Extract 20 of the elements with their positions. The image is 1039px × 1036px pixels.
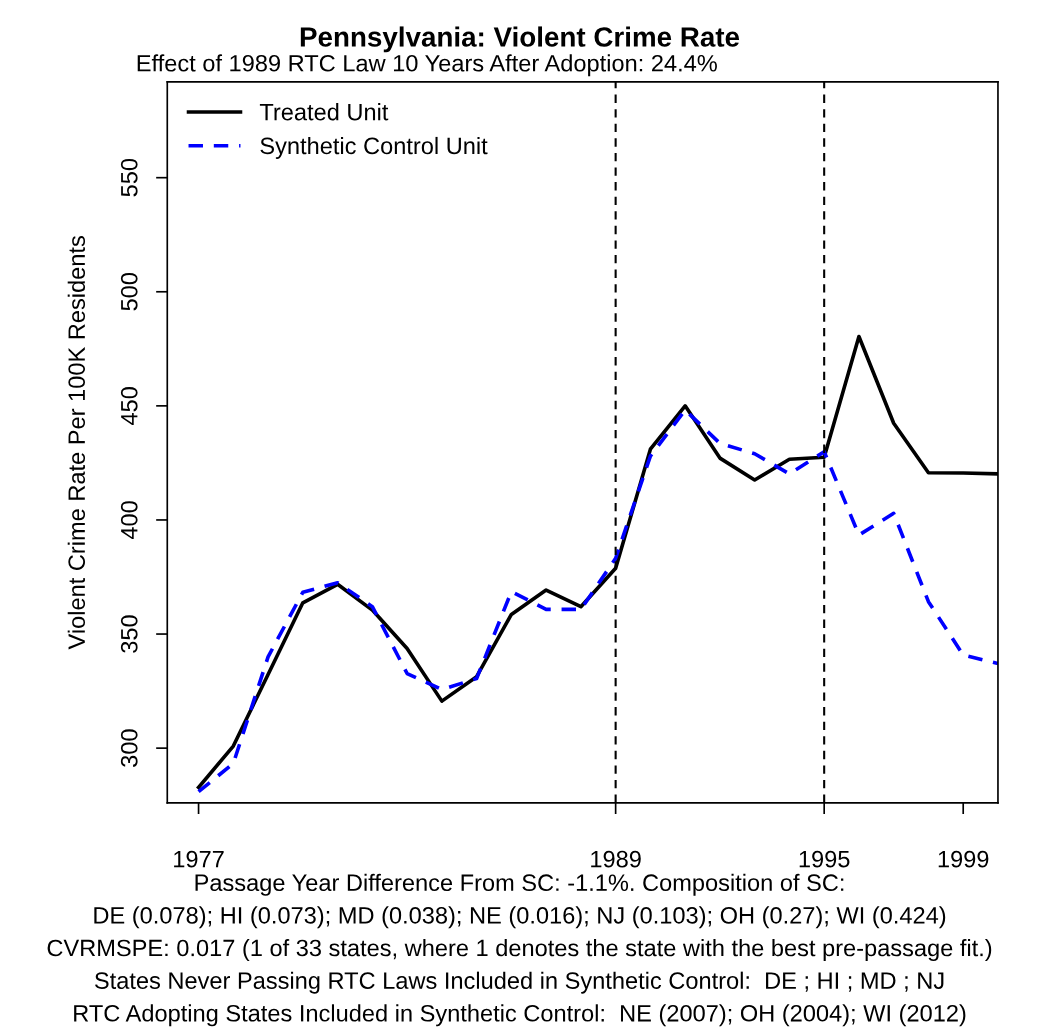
text: CVRMSPE: 0.017 (1 of 33 states, where 1 denotes the state with the best pre-passage fit.)	[47, 939, 992, 962]
x-tick-label: 1999	[938, 850, 989, 868]
x-tick-label: 1995	[799, 850, 850, 868]
x-tick-label: 1977	[174, 850, 224, 868]
chart-subtitle: Effect of 1989 RTC Law 10 Years After Adoption: 24.4%	[137, 54, 717, 77]
y-tick-label: 400	[120, 501, 138, 540]
y-tick-label: 500	[120, 273, 138, 311]
legend-label: Treated Unit	[259, 103, 389, 121]
legend-label: Synthetic Control Unit	[260, 136, 488, 159]
y-tick-label: 450	[120, 387, 138, 426]
x-tick-label: 1989	[591, 850, 641, 868]
text: Passage Year Difference From SC: -1.1%. Composition of SC:	[195, 873, 844, 896]
y-tick-label: 350	[120, 615, 138, 653]
y-tick-label: 300	[120, 729, 138, 767]
chart-title: Pennsylvania: Violent Crime Rate	[300, 26, 740, 53]
y-axis-title: Violent Crime Rate Per 100K Residents	[67, 236, 86, 650]
text: DE (0.078); HI (0.073); MD (0.038); NE (0.016); NJ (0.103); OH (0.27); WI (0.424)	[94, 906, 946, 929]
text: RTC Adopting States Included in Synthetic Control: NE (2007); OH (2004); WI (2012)	[74, 1004, 966, 1027]
y-tick-label: 550	[120, 158, 138, 197]
text: States Never Passing RTC Laws Included in Synthetic Control: DE ; HI ; MD ; NJ	[94, 971, 944, 994]
